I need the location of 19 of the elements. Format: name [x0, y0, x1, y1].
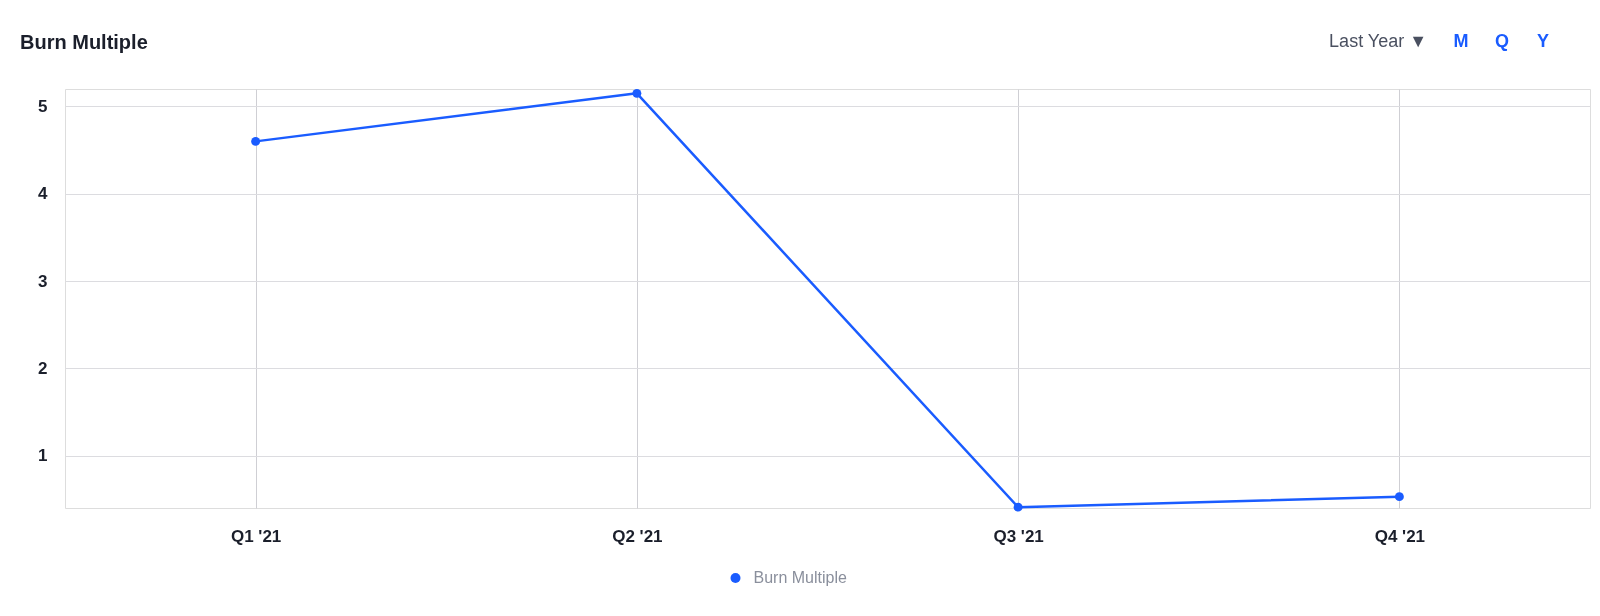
y-tick-label: 2 [38, 358, 48, 378]
legend-label: Burn Multiple [753, 569, 847, 586]
x-tick-label: Q2 '21 [612, 526, 663, 546]
point [1013, 502, 1023, 512]
y-tick-label: 4 [38, 184, 49, 204]
y-tick-label: 5 [38, 96, 48, 116]
text: Last Year ▼ [1329, 31, 1427, 51]
point [1394, 492, 1404, 502]
chart-title: Burn Multiple [20, 31, 148, 53]
text: M [1453, 31, 1469, 51]
text: Q [1494, 31, 1510, 51]
point [632, 88, 642, 98]
point [251, 136, 261, 146]
x-tick-label: Q4 '21 [1374, 526, 1426, 546]
y-tick-label: 1 [38, 446, 48, 466]
y-tick-label: 3 [38, 271, 48, 291]
x-tick-label: Q1 '21 [230, 526, 282, 546]
text: Y [1536, 31, 1550, 51]
x-tick-label: Q3 '21 [993, 526, 1044, 546]
